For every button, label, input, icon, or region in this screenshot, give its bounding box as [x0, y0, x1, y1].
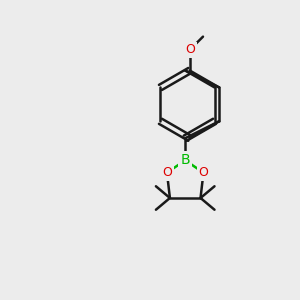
Text: B: B: [180, 153, 190, 167]
Text: O: O: [199, 166, 208, 179]
Text: O: O: [185, 44, 195, 56]
Text: O: O: [162, 166, 172, 179]
